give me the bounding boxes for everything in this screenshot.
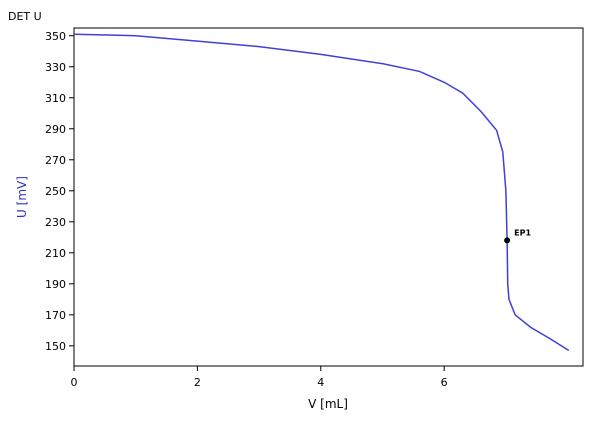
- x-tick-label: 0: [71, 376, 78, 389]
- data-line: [73, 33, 570, 352]
- y-axis-label: U [mV]: [15, 176, 29, 218]
- y-tick-label: 270: [45, 154, 66, 167]
- y-tick-label: 230: [45, 216, 66, 229]
- chart-title: DET U: [8, 10, 42, 23]
- y-tick-label: 330: [45, 61, 66, 74]
- y-tick-label: 170: [45, 309, 66, 322]
- plot-frame: [73, 27, 584, 367]
- y-tick-label: 290: [45, 123, 66, 136]
- y-tick-label: 350: [45, 30, 66, 43]
- y-tick-label: 250: [45, 185, 66, 198]
- x-tick-label: 4: [317, 376, 324, 389]
- y-tick-label: 150: [45, 340, 66, 353]
- x-tick-label: 6: [441, 376, 448, 389]
- endpoint-marker: [504, 237, 511, 244]
- x-tick-label: 2: [194, 376, 201, 389]
- annotation: EP1: [514, 228, 531, 237]
- y-tick-label: 190: [45, 278, 66, 291]
- y-tick-label: 310: [45, 92, 66, 105]
- x-axis-label: V [mL]: [308, 397, 348, 411]
- y-tick-label: 210: [45, 247, 66, 260]
